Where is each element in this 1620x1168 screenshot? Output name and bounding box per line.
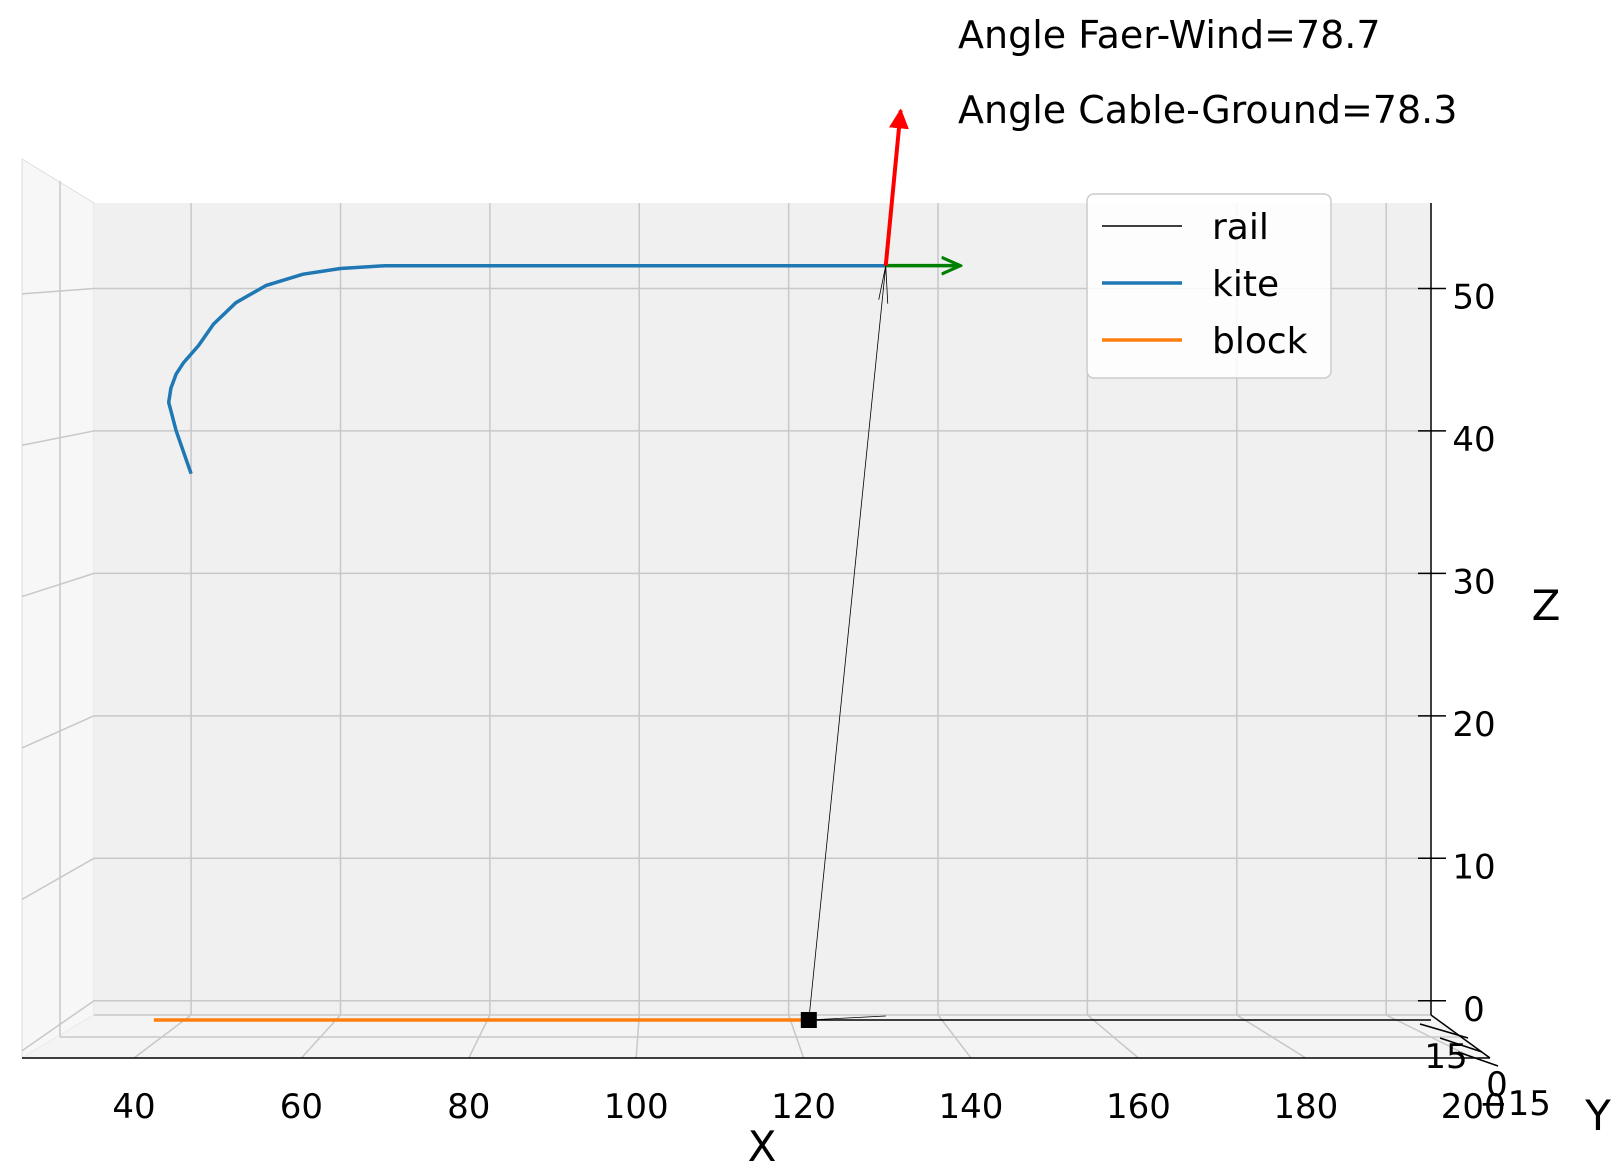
x-tick-label: 60 bbox=[280, 1087, 323, 1127]
left-grid-line bbox=[21, 857, 95, 901]
cable-arrowhead-right bbox=[885, 265, 889, 304]
x-tick-label: 140 bbox=[939, 1087, 1004, 1127]
left-grid-line bbox=[21, 430, 95, 446]
cable-arrowhead-left bbox=[878, 265, 887, 300]
tick-labels: 40 60 80 100 120 140 160 180 20001020304050150−1… bbox=[112, 277, 1551, 1127]
legend-label-block: block bbox=[1212, 321, 1308, 362]
annotation-faer-wind: Angle Faer-Wind=78.7 bbox=[958, 13, 1381, 57]
z-tick-label: 20 bbox=[1452, 705, 1495, 745]
x-tick-label: 100 bbox=[604, 1087, 669, 1127]
x-tick-label: 180 bbox=[1273, 1087, 1338, 1127]
z-axis-title: Z bbox=[1532, 581, 1561, 630]
block-marker bbox=[800, 1012, 817, 1028]
x-tick-label: 200 bbox=[1441, 1087, 1506, 1127]
x-tick-label: 120 bbox=[771, 1087, 836, 1127]
cable-line bbox=[808, 265, 887, 1021]
x-tick-label: 80 bbox=[447, 1087, 490, 1127]
aero-vector-arrow bbox=[883, 108, 909, 266]
x-axis-title: X bbox=[748, 1122, 777, 1168]
legend-box bbox=[1086, 193, 1332, 379]
rail-arrow bbox=[808, 1015, 886, 1021]
z-tick-label: 10 bbox=[1452, 847, 1495, 887]
z-tick-label: 30 bbox=[1452, 562, 1495, 602]
x-tick-label: 40 bbox=[112, 1087, 155, 1127]
axes bbox=[22, 203, 1499, 1067]
x-tick-label: 160 bbox=[1106, 1087, 1171, 1127]
legend-label-kite: kite bbox=[1212, 264, 1279, 305]
annotation-cable-ground: Angle Cable-Ground=78.3 bbox=[958, 88, 1457, 132]
y-tick-mark bbox=[1439, 1037, 1483, 1053]
left-grid-line bbox=[21, 287, 95, 295]
back-pane bbox=[94, 203, 1431, 1015]
left-grid-line bbox=[21, 572, 95, 598]
kite-line bbox=[166, 263, 886, 475]
left-pane bbox=[21, 158, 95, 1059]
z-tick-label: 0 bbox=[1463, 990, 1485, 1030]
y-tick-label: −15 bbox=[1479, 1084, 1551, 1124]
y-tick-mark bbox=[1457, 1051, 1499, 1067]
y-axis-title: Y bbox=[1584, 1091, 1611, 1140]
series bbox=[153, 108, 1431, 1028]
y-tick-label: 15 bbox=[1424, 1037, 1467, 1077]
legend: rail kite block bbox=[1086, 193, 1332, 379]
legend-label-rail: rail bbox=[1212, 207, 1269, 248]
left-grid-line bbox=[21, 1000, 95, 1052]
left-grid-line bbox=[21, 715, 95, 749]
z-tick-label: 50 bbox=[1452, 277, 1495, 317]
y-tick-mark bbox=[1419, 1023, 1469, 1039]
y-tick-label: 0 bbox=[1486, 1065, 1508, 1105]
z-tick-label: 40 bbox=[1452, 420, 1495, 460]
